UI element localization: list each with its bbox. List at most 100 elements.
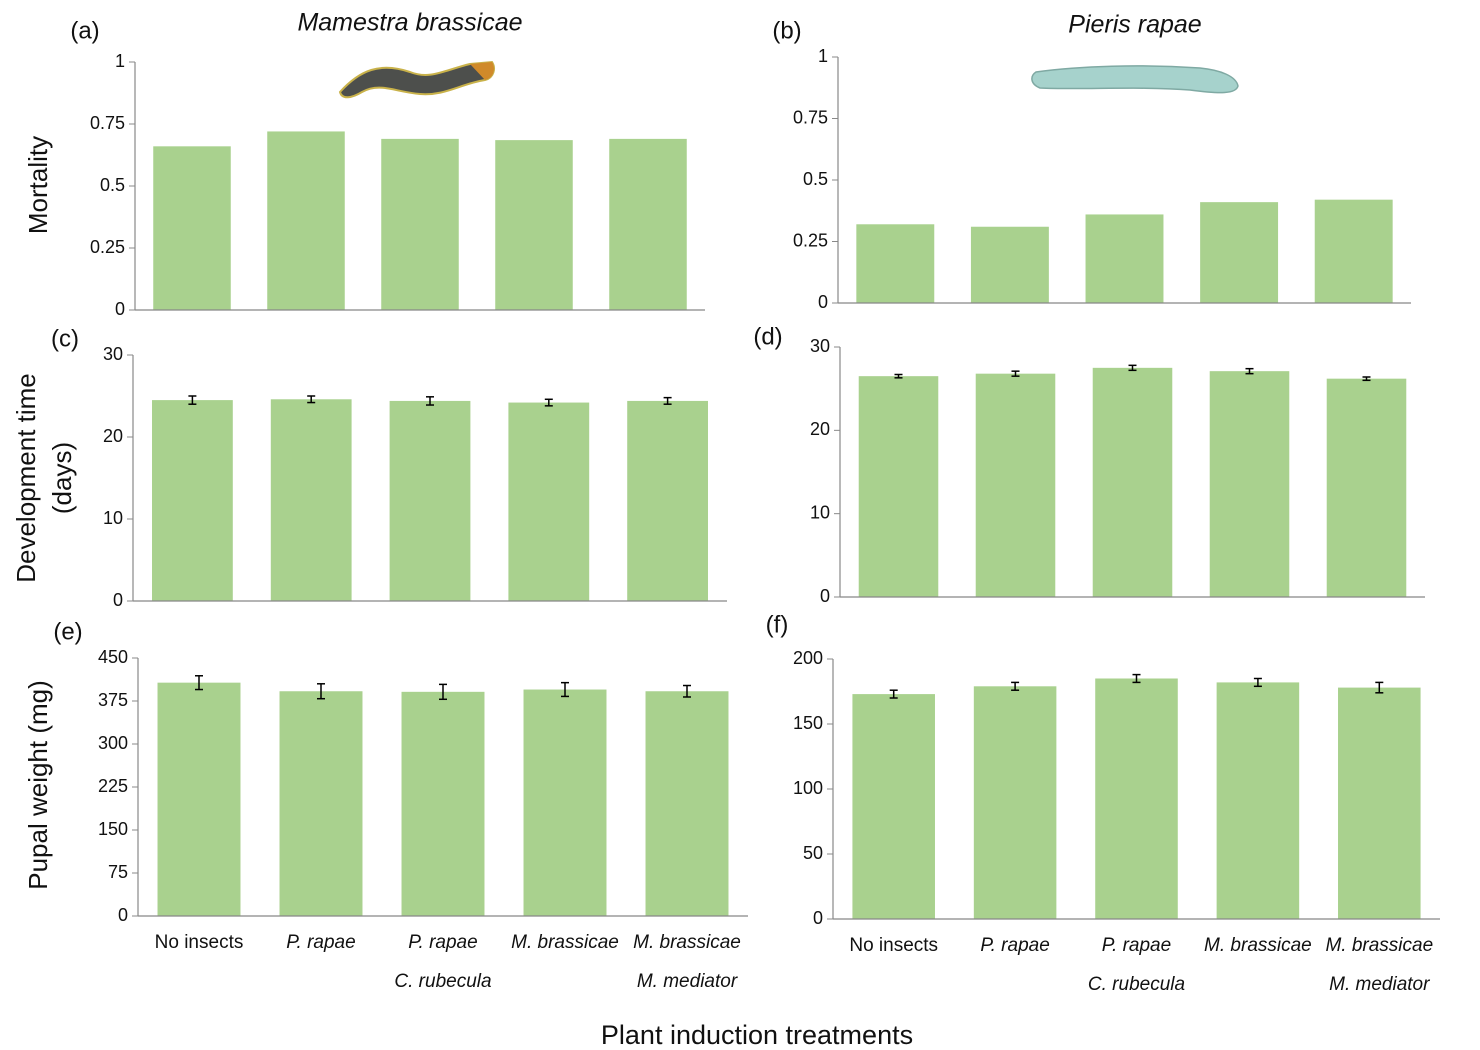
bar xyxy=(1216,682,1300,919)
bar xyxy=(495,140,573,310)
bar xyxy=(852,694,935,919)
y-tick-label: 300 xyxy=(98,733,128,753)
error-bar xyxy=(544,398,553,407)
error-bar xyxy=(889,689,898,699)
bar xyxy=(401,691,485,916)
error-bar xyxy=(1245,367,1254,375)
bar xyxy=(270,399,352,601)
x-tick-label: No insects xyxy=(849,935,938,956)
x-tick-label: M. brassicae xyxy=(1325,935,1433,956)
bar xyxy=(523,689,607,916)
bar xyxy=(1200,202,1279,303)
bar xyxy=(627,400,708,601)
y-tick-label: 20 xyxy=(103,426,123,446)
bar xyxy=(1326,378,1407,597)
y-tick-label: 225 xyxy=(98,776,128,796)
error-bar xyxy=(426,396,434,406)
x-tick-label: P. rapae xyxy=(1102,935,1171,956)
y-tick-label: 0.25 xyxy=(90,237,125,257)
x-tick-label: P. rapae xyxy=(286,932,355,953)
y-tick-label: 0.75 xyxy=(793,107,828,127)
panel: (f) 0 50 100 150 200 No insects P. rapae P. rapa… xyxy=(766,611,1440,995)
error-bar xyxy=(561,681,569,698)
y-tick-label: 0 xyxy=(818,292,828,312)
panel-label: (a) xyxy=(70,17,99,44)
bar xyxy=(153,146,231,310)
y-tick-label: 1 xyxy=(818,46,828,66)
bar xyxy=(1092,367,1173,597)
error-bar xyxy=(1253,677,1262,688)
y-tick-label: 20 xyxy=(810,419,830,439)
bar xyxy=(1314,199,1393,303)
caterpillar-icon xyxy=(1031,65,1239,94)
y-tick-label: 75 xyxy=(108,862,128,882)
bar xyxy=(970,226,1049,303)
error-bar xyxy=(188,395,197,405)
error-bar xyxy=(307,395,316,404)
y-tick-label: 10 xyxy=(103,508,123,528)
panel-title: Mamestra brassicae xyxy=(297,9,522,37)
error-bar xyxy=(683,684,691,698)
y-tick-label: 30 xyxy=(810,336,830,356)
y-tick-label: 0.25 xyxy=(793,230,828,250)
bar xyxy=(645,691,729,916)
y-tick-label: 0 xyxy=(113,590,123,610)
bar xyxy=(389,400,471,601)
bar xyxy=(279,691,363,916)
bar xyxy=(973,686,1057,919)
error-bar xyxy=(1011,370,1020,377)
bar xyxy=(508,402,590,601)
x-tick-label: M. brassicae xyxy=(1204,935,1312,956)
error-bar xyxy=(894,373,903,379)
y-tick-label: 0 xyxy=(820,586,830,606)
panel: (d) 0 10 20 30 xyxy=(753,323,1425,606)
bar xyxy=(856,224,935,303)
panel: (c) Development time (days) 0 10 20 30 xyxy=(11,325,727,610)
y-axis-title: Mortality xyxy=(23,136,53,234)
error-bar xyxy=(195,675,203,691)
panel-label: (f) xyxy=(766,611,789,638)
y-tick-label: 0.5 xyxy=(100,175,125,195)
bar xyxy=(975,373,1056,597)
y-tick-label: 30 xyxy=(103,344,123,364)
error-bar xyxy=(439,683,447,701)
bar xyxy=(157,682,241,916)
bar xyxy=(152,400,233,601)
y-axis-title: Development time xyxy=(11,373,41,583)
bar xyxy=(609,138,687,310)
x-tick-label: M. mediator xyxy=(637,971,738,992)
error-bar xyxy=(1362,376,1371,382)
bar xyxy=(381,138,459,310)
bar xyxy=(1338,687,1421,919)
y-tick-label: 375 xyxy=(98,690,128,710)
y-tick-label: 0 xyxy=(115,299,125,319)
y-tick-label: 50 xyxy=(803,843,823,863)
y-tick-label: 0 xyxy=(813,908,823,928)
bar xyxy=(267,131,345,310)
x-tick-label: M. mediator xyxy=(1329,974,1430,995)
bar xyxy=(1085,214,1164,303)
y-tick-label: 0 xyxy=(118,905,128,925)
y-tick-label: 10 xyxy=(810,502,830,522)
panel: (a) Mamestra brassicae Mortality 0 0.25 0.5 0.… xyxy=(23,9,705,319)
bar xyxy=(1209,371,1290,597)
y-tick-label: 450 xyxy=(98,647,128,667)
y-tick-label: 200 xyxy=(793,648,823,668)
y-axis-title: Pupal weight (mg) xyxy=(23,680,53,890)
y-tick-label: 0.5 xyxy=(803,169,828,189)
panel-label: (d) xyxy=(753,323,782,350)
panel-label: (b) xyxy=(772,17,801,44)
panel-label: (e) xyxy=(53,618,82,645)
x-tick-label: M. brassicae xyxy=(511,932,619,953)
bar xyxy=(1095,678,1178,919)
x-tick-label: C. rubecula xyxy=(1088,974,1185,995)
bar xyxy=(858,376,939,597)
error-bar xyxy=(1128,364,1137,372)
x-tick-label: P. rapae xyxy=(980,935,1049,956)
panel-title: Pieris rapae xyxy=(1068,11,1201,39)
panel: (e) Pupal weight (mg) 0 75 150 225 300 375 450 No… xyxy=(23,618,748,992)
y-tick-label: 150 xyxy=(793,713,823,733)
error-bar xyxy=(1375,681,1384,694)
x-tick-label: C. rubecula xyxy=(394,971,491,992)
